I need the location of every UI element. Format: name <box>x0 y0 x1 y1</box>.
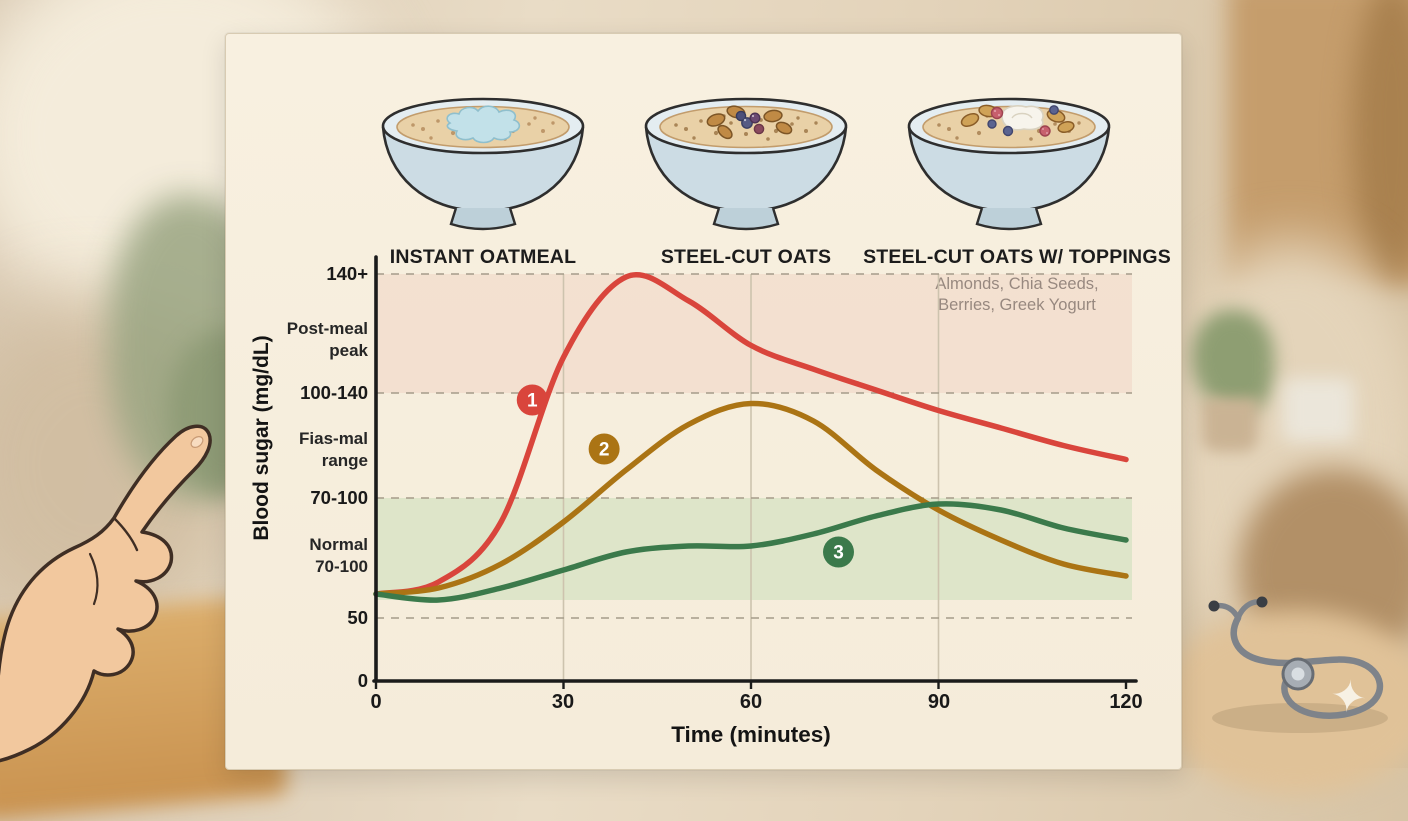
y-zone-label-post-meal-range: Fias-mal range <box>299 429 368 470</box>
series-badge-number-2: 2 <box>599 440 610 461</box>
y-tick-label-100-140: 100-140 <box>300 382 368 403</box>
stethoscope-earpiece-prong <box>1213 602 1241 621</box>
yogurt-dollop <box>1001 105 1044 131</box>
series-badge-circle-2 <box>588 433 620 465</box>
y-tick-label-140plus: 140+ <box>326 263 368 284</box>
stethoscope-earpiece <box>1208 600 1220 612</box>
series-line-2 <box>373 400 1129 597</box>
stethoscope-tubing <box>1230 614 1384 719</box>
series-badge-circle-1 <box>516 384 548 416</box>
x-tick-label-30: 30 <box>551 691 575 713</box>
y-tick-label-0: 0 <box>357 670 368 691</box>
series-badge-circle-3 <box>823 536 854 568</box>
blood-sugar-chart-svg: 1 2 3 <box>372 255 1138 689</box>
pointing-hand-illustration <box>0 424 212 763</box>
bowl-instant-oatmeal-illustration <box>381 97 585 231</box>
y-zone-label-normal: Normal 70-100 <box>309 535 368 576</box>
stethoscope-earpiece-prong <box>1235 599 1263 621</box>
finger-crease <box>112 516 139 552</box>
bowl-label-steelcut-toppings: STEEL-CUT OATS W/ TOPPINGS <box>863 246 1171 268</box>
y-tick-label-50: 50 <box>347 607 368 628</box>
x-tick-label-60: 60 <box>739 691 763 713</box>
potted-plant-right-leaves <box>1192 310 1274 412</box>
band-post-meal-peak-zone <box>376 274 1132 393</box>
series-badge-number-3: 3 <box>833 543 844 564</box>
bowl-label-steelcut-oats: STEEL-CUT OATS <box>660 246 832 268</box>
yogurt-berry-almond-toppings <box>960 104 1075 137</box>
potted-plant-right-pot <box>1202 398 1258 452</box>
milk-splash <box>446 105 521 144</box>
x-tick-label-120: 120 <box>1109 691 1143 713</box>
y-tick-label-70-100: 70-100 <box>310 487 368 508</box>
stethoscope-shadow <box>1212 703 1388 733</box>
stethoscope-chestpiece-center <box>1291 667 1305 681</box>
bowl-label-instant-oatmeal: INSTANT OATMEAL <box>389 246 577 268</box>
y-zone-label-post-meal-peak: Post-meal peak <box>286 319 368 360</box>
stethoscope-earpiece <box>1256 596 1268 608</box>
bowl-steelcut-toppings-illustration <box>907 97 1111 231</box>
sparkle-icon: ✦ <box>1326 670 1371 725</box>
hand-shape <box>0 424 212 763</box>
countertop-right <box>1158 610 1408 795</box>
mug-blur <box>1282 378 1354 442</box>
x-tick-label-90: 90 <box>927 691 951 713</box>
x-axis-title: Time (minutes) <box>671 722 831 747</box>
thumb-crease <box>88 552 99 606</box>
series-badge-number-1: 1 <box>527 391 538 412</box>
almond-berry-toppings <box>706 105 793 140</box>
series-line-1 <box>373 272 1129 597</box>
stethoscope-illustration <box>1208 596 1388 733</box>
infographic-card: INSTANT OATMEAL STEEL-CUT OATS STEEL-CUT… <box>225 33 1182 770</box>
x-tick-label-0: 0 <box>370 691 382 713</box>
bowl-steelcut-oats-illustration <box>644 97 848 231</box>
series-line-3 <box>373 501 1129 603</box>
fingernail <box>190 436 204 448</box>
